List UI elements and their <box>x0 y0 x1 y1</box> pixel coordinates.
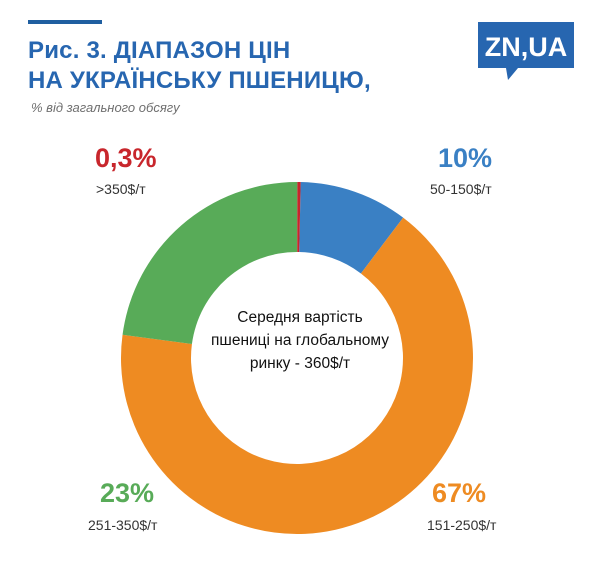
logo-speech-bubble <box>478 22 574 80</box>
chart-title-line-2: НА УКРАЇНСЬКУ ПШЕНИЦЮ, <box>28 67 371 94</box>
center-note-line-1: Середня вартість <box>237 309 363 326</box>
donut-slice-over-350 <box>297 182 301 253</box>
slice-range-label-over-350: >350$/т <box>96 181 146 197</box>
center-note-line-3: ринку - 360$/т <box>249 355 351 372</box>
donut-slice-251-350 <box>122 182 298 345</box>
chart-title: Рис. 3. ДІАПАЗОН ЦІН НА УКРАЇНСЬКУ ПШЕНИ… <box>28 36 371 96</box>
slice-range-label-151-250: 151-250$/т <box>427 517 497 533</box>
slice-value-label-251-350: 23% <box>100 478 155 508</box>
donut-center-note: Середня вартість пшениці на глобальному … <box>210 306 390 375</box>
header-accent-rule <box>28 20 102 24</box>
slice-range-label-251-350: 251-350$/т <box>88 517 158 533</box>
slice-range-label-50-150: 50-150$/т <box>430 181 492 197</box>
zn-ua-logo: ZN,UA <box>478 22 574 80</box>
slice-value-label-151-250: 67% <box>432 478 487 508</box>
chart-subtitle: % від загального обсягу <box>31 100 180 115</box>
center-note-line-2: пшениці на глобальному <box>211 332 389 349</box>
slice-value-label-50-150: 10% <box>438 143 493 173</box>
donut-slice-151-250 <box>121 217 473 534</box>
logo-text: ZN,UA <box>485 32 568 62</box>
slice-value-label-over-350: 0,3% <box>95 143 157 173</box>
donut-slices <box>121 182 473 534</box>
donut-slice-50-150 <box>299 182 404 274</box>
chart-title-line-1: Рис. 3. ДІАПАЗОН ЦІН <box>28 37 291 64</box>
